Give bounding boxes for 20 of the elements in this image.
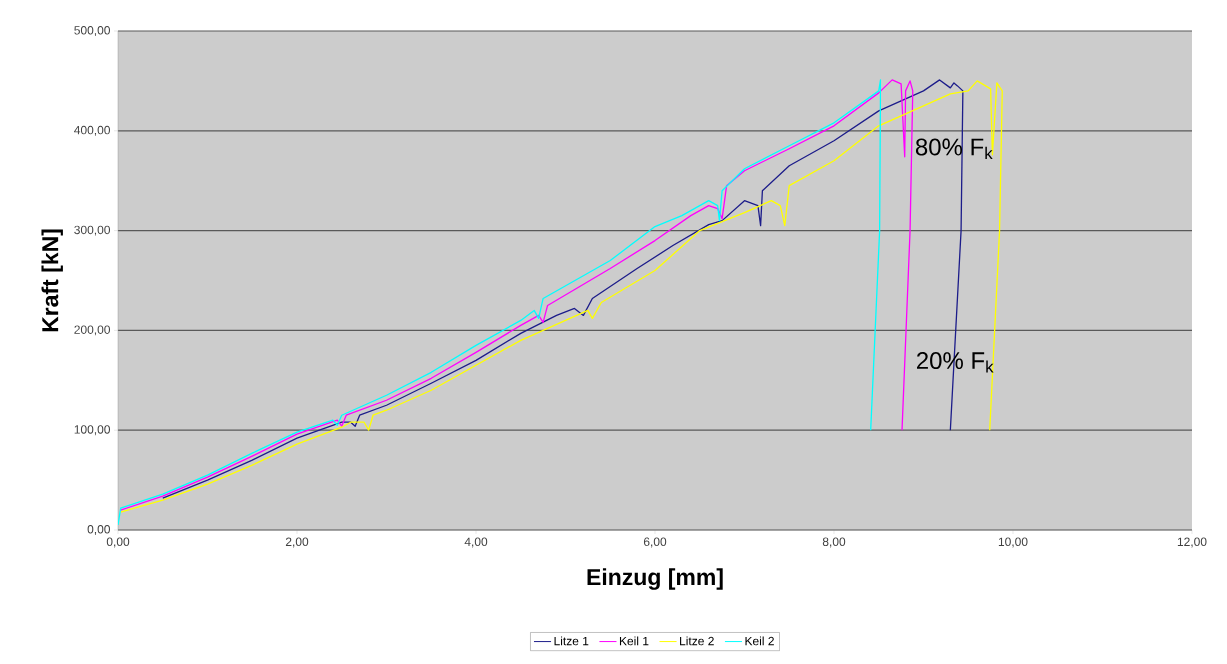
x-axis-title: Einzug [mm] — [587, 568, 723, 590]
y-tick-label: 400,00 — [74, 125, 111, 136]
x-tick-label: 6,00 — [643, 537, 667, 548]
y-tick-label: 0,00 — [87, 525, 111, 535]
legend-label: Keil 1 — [619, 636, 649, 646]
x-tick-label: 4,00 — [464, 537, 488, 548]
x-tick-label: 8,00 — [822, 537, 846, 548]
legend-label: Keil 2 — [745, 636, 774, 646]
annotation: 80% F$_{k}$ — [915, 138, 993, 160]
y-tick-label: 300,00 — [74, 225, 111, 236]
legend-label: Litze 1 — [554, 636, 589, 646]
x-tick-label: 0,00 — [106, 537, 130, 548]
x-tick-label: 10,00 — [998, 537, 1028, 548]
y-axis-title: Kraft [kN] — [41, 229, 63, 332]
legend-label: Litze 2 — [680, 636, 714, 646]
y-tick-label: 200,00 — [74, 325, 111, 336]
x-tick-label: 12,00 — [1177, 537, 1207, 548]
x-tick-label: 2,00 — [285, 537, 309, 548]
y-tick-label: 500,00 — [74, 26, 111, 36]
y-tick-label: 100,00 — [74, 425, 111, 436]
